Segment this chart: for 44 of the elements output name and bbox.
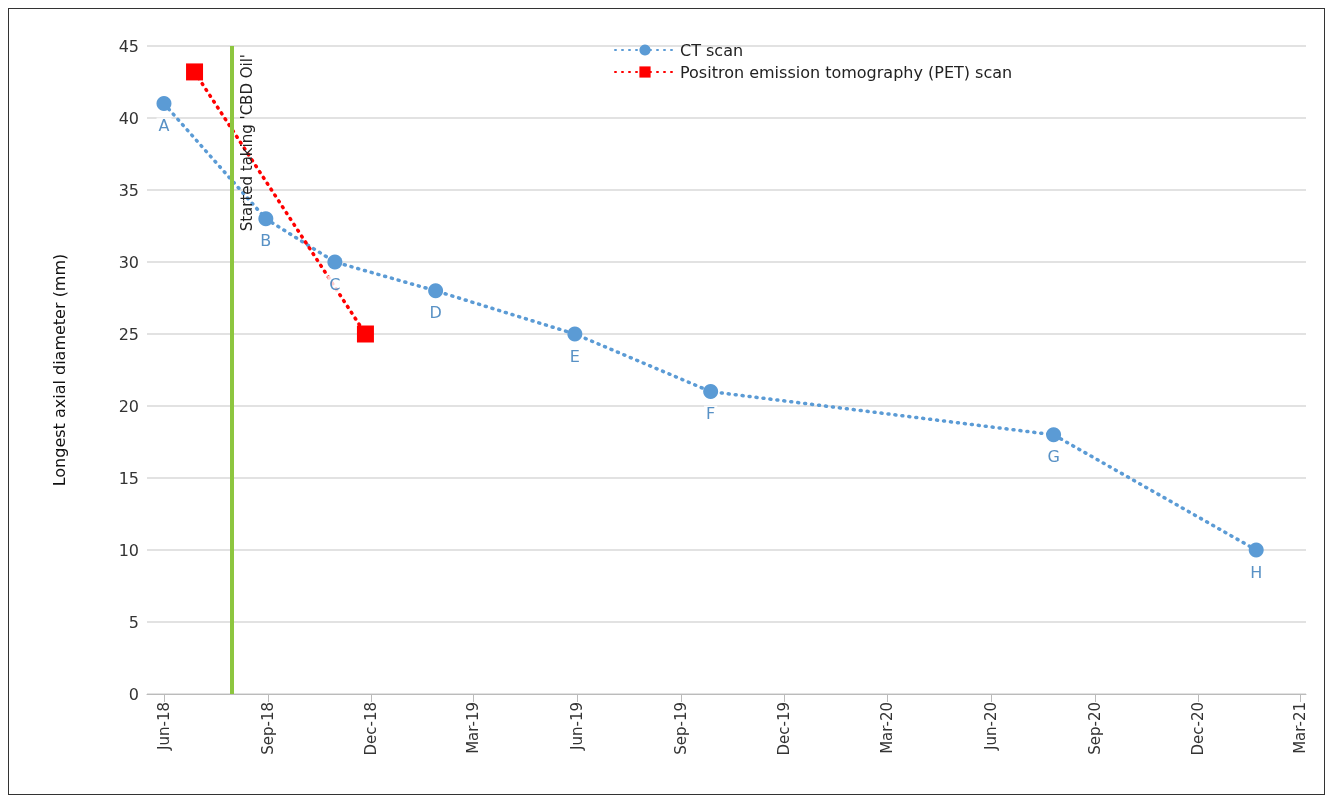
y-tick-label: 15 [118,468,139,488]
y-axis-title: Longest axial diameter (mm) [49,253,69,487]
point [327,254,343,270]
x-tick-label: Dec-18 [362,702,381,756]
annotation: F [706,404,716,424]
x-tick-label: Sep-19 [672,702,691,755]
point [356,325,374,343]
x-tick-label: Jun-20 [982,702,1001,751]
point [428,283,444,299]
x-tick-label: Jun-19 [568,702,587,751]
y-tick-label: 30 [118,252,139,272]
annotation: D [429,303,442,323]
annotation: B [260,231,272,251]
point [1248,542,1264,558]
annotation: E [569,346,580,366]
x-tick-label: Dec-20 [1189,702,1208,756]
annotation: C [329,274,341,294]
y-tick-label: 20 [118,396,139,416]
y-tick-label: 40 [118,108,139,128]
y-tick-label: 35 [118,180,139,200]
legend-label: CT scan [680,40,744,60]
point [567,326,583,342]
x-tick-label: Dec-19 [775,702,794,756]
point [1046,427,1062,443]
annotation: H [1250,562,1263,582]
ref-line-label: Started taking 'CBD Oil' [238,54,257,232]
x-tick-label: Sep-18 [259,702,278,755]
point [258,211,274,227]
point [186,63,204,81]
x-tick-label: Mar-19 [463,702,482,754]
y-tick-label: 5 [128,612,139,632]
y-tick-label: 45 [118,36,139,56]
legend-label: Positron emission tomography (PET) scan [680,62,1013,82]
y-tick-label: 25 [118,324,139,344]
y-tick-label: 0 [128,684,139,704]
y-tick-label: 10 [118,540,139,560]
x-tick-label: Sep-20 [1086,702,1105,755]
x-tick-label: Mar-21 [1291,702,1310,754]
annotation: A [158,116,170,136]
point [703,384,719,400]
point [156,96,172,112]
x-tick-label: Mar-20 [878,702,897,754]
x-tick-label: Jun-18 [154,702,173,751]
annotation: G [1047,447,1060,467]
